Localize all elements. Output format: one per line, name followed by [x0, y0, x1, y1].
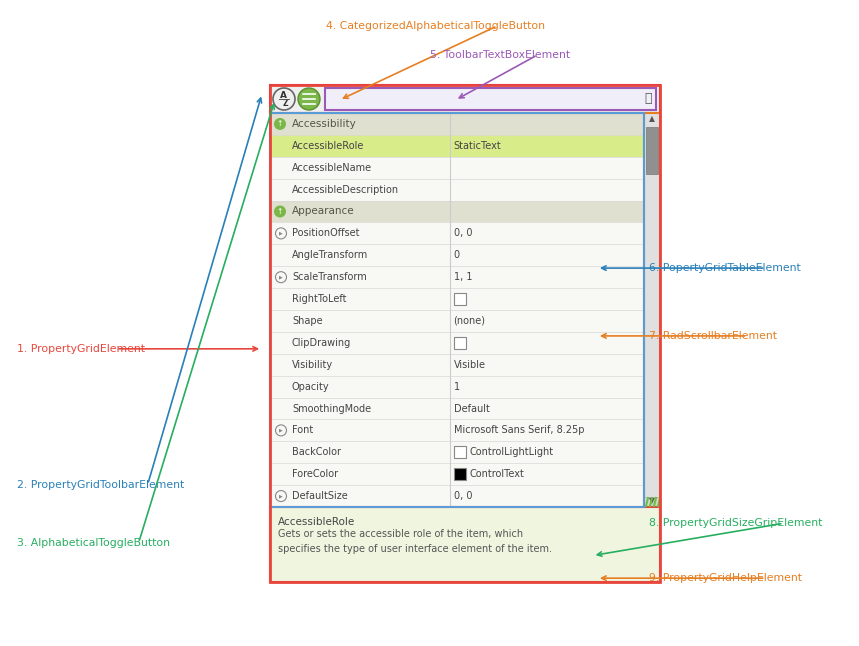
Bar: [270, 179, 644, 200]
Bar: [270, 85, 660, 582]
Bar: [454, 446, 466, 458]
Text: ForeColor: ForeColor: [292, 469, 338, 479]
Text: Gets or sets the accessible role of the item, which
specifies the type of user i: Gets or sets the accessible role of the …: [278, 529, 552, 554]
Bar: [270, 507, 660, 582]
Bar: [270, 419, 644, 441]
Text: 0, 0: 0, 0: [454, 491, 472, 501]
Text: ▲: ▲: [649, 114, 655, 123]
Text: 4. CategorizedAlphabeticalToggleButton: 4. CategorizedAlphabeticalToggleButton: [326, 21, 545, 31]
Bar: [270, 222, 644, 244]
Text: (none): (none): [454, 316, 485, 326]
Text: ↑: ↑: [277, 120, 283, 129]
Text: Accessibility: Accessibility: [292, 119, 356, 129]
Text: 1. PropertyGridElement: 1. PropertyGridElement: [17, 344, 145, 354]
Text: ▶: ▶: [279, 231, 283, 236]
Bar: [270, 200, 644, 222]
Bar: [270, 463, 644, 485]
Bar: [270, 288, 644, 310]
Text: Shape: Shape: [292, 316, 323, 326]
Bar: [270, 85, 660, 113]
Bar: [270, 113, 644, 507]
Text: AccessibleRole: AccessibleRole: [292, 141, 364, 151]
Bar: [270, 354, 644, 376]
Text: 1: 1: [454, 382, 460, 391]
Text: RightToLeft: RightToLeft: [292, 294, 346, 304]
Bar: [270, 113, 644, 507]
Text: ▶: ▶: [279, 275, 283, 280]
Text: ClipDrawing: ClipDrawing: [292, 338, 351, 348]
Text: Visibility: Visibility: [292, 360, 333, 370]
Text: 2. PropertyGridToolbarElement: 2. PropertyGridToolbarElement: [17, 479, 185, 490]
Circle shape: [274, 205, 286, 218]
Bar: [270, 310, 644, 332]
Text: ⌕: ⌕: [644, 92, 652, 105]
Bar: [270, 332, 644, 354]
Bar: [644, 113, 660, 507]
Bar: [270, 376, 644, 397]
Text: AccessibleName: AccessibleName: [292, 163, 372, 172]
Bar: [270, 244, 644, 266]
Text: 1, 1: 1, 1: [454, 272, 472, 282]
Text: ▶: ▶: [279, 428, 283, 433]
Bar: [325, 88, 656, 110]
Text: AngleTransform: AngleTransform: [292, 250, 369, 260]
Text: A: A: [279, 90, 287, 99]
Bar: [270, 135, 644, 157]
Bar: [270, 113, 644, 135]
Text: Font: Font: [292, 425, 314, 435]
Text: ▼: ▼: [649, 497, 655, 506]
Text: AccessibleDescription: AccessibleDescription: [292, 185, 399, 194]
Bar: [454, 293, 466, 305]
Text: AccessibleRole: AccessibleRole: [278, 517, 356, 527]
Text: Z: Z: [283, 98, 288, 107]
Bar: [644, 497, 660, 507]
Bar: [454, 337, 466, 349]
Text: Appearance: Appearance: [292, 207, 355, 216]
Bar: [454, 468, 466, 480]
Bar: [270, 485, 644, 507]
Bar: [270, 397, 644, 419]
Text: 9. PropertyGridHelpElement: 9. PropertyGridHelpElement: [649, 573, 801, 583]
Text: 0, 0: 0, 0: [454, 229, 472, 238]
Text: 6. PopertyGridTableElement: 6. PopertyGridTableElement: [649, 263, 801, 273]
Text: Default: Default: [454, 404, 490, 413]
Text: ScaleTransform: ScaleTransform: [292, 272, 367, 282]
Bar: [646, 127, 658, 174]
Text: Opacity: Opacity: [292, 382, 330, 391]
Bar: [270, 441, 644, 463]
Bar: [270, 266, 644, 288]
Text: Microsoft Sans Serif, 8.25p: Microsoft Sans Serif, 8.25p: [454, 425, 584, 435]
Text: 0: 0: [454, 250, 460, 260]
Text: PositionOffset: PositionOffset: [292, 229, 360, 238]
Text: ▶: ▶: [279, 494, 283, 499]
Text: StaticText: StaticText: [454, 141, 502, 151]
Text: 8. PropertyGridSizeGripElement: 8. PropertyGridSizeGripElement: [649, 518, 822, 528]
Circle shape: [274, 118, 286, 130]
Text: ControlLightLight: ControlLightLight: [470, 447, 554, 457]
Text: BackColor: BackColor: [292, 447, 341, 457]
Text: 3. AlphabeticalToggleButton: 3. AlphabeticalToggleButton: [17, 537, 170, 548]
Text: Visible: Visible: [454, 360, 485, 370]
Text: 7. RadScrollbarElement: 7. RadScrollbarElement: [649, 331, 777, 341]
Text: 5. ToolbarTextBoxElement: 5. ToolbarTextBoxElement: [430, 50, 570, 60]
Text: ↑: ↑: [277, 207, 283, 216]
Text: ControlText: ControlText: [470, 469, 525, 479]
Bar: [270, 157, 644, 179]
Circle shape: [298, 88, 320, 110]
Text: DefaultSize: DefaultSize: [292, 491, 348, 501]
Text: SmoothingMode: SmoothingMode: [292, 404, 371, 413]
